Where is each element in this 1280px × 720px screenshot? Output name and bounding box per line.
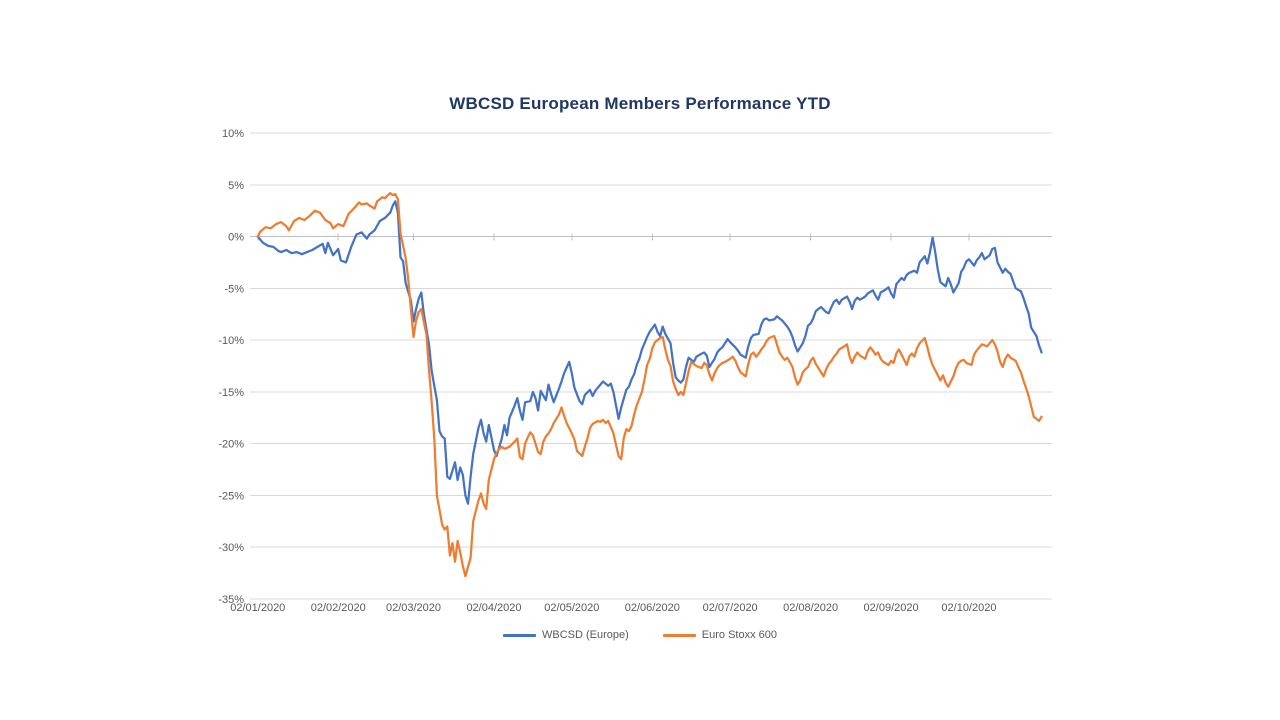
- x-axis-tick-label: 02/03/2020: [386, 602, 441, 614]
- y-axis-tick-label: -15%: [218, 387, 244, 399]
- x-axis-tick-label: 02/01/2020: [230, 602, 285, 614]
- x-axis-tick-label: 02/04/2020: [466, 602, 521, 614]
- legend-line-swatch-wbcsd: [502, 633, 536, 637]
- legend-line-swatch-euro-stoxx: [662, 633, 696, 637]
- x-axis-tick-label: 02/08/2020: [783, 602, 838, 614]
- y-axis-tick-label: -10%: [218, 335, 244, 347]
- legend-label-euro-stoxx: Euro Stoxx 600: [701, 629, 777, 641]
- legend-item-euro-stoxx: Euro Stoxx 600: [662, 629, 777, 641]
- y-axis-tick-label: -35%: [218, 594, 244, 606]
- y-axis-tick-label: 10%: [222, 128, 244, 140]
- y-axis-tick-label: -30%: [218, 542, 244, 554]
- series-line-wbcsd-europe: [256, 200, 1043, 505]
- y-axis-tick-label: -20%: [218, 439, 244, 451]
- legend-item-wbcsd: WBCSD (Europe): [502, 629, 629, 641]
- chart-legend: WBCSD (Europe) Euro Stoxx 600: [0, 627, 1280, 643]
- x-axis-tick-label: 02/06/2020: [625, 602, 680, 614]
- y-axis-tick-label: 0%: [228, 232, 244, 244]
- x-axis-tick-label: 02/07/2020: [703, 602, 758, 614]
- x-axis-tick-label: 02/10/2020: [941, 602, 996, 614]
- y-axis-tick-label: -5%: [224, 283, 244, 295]
- legend-label-wbcsd: WBCSD (Europe): [541, 629, 629, 641]
- series-line-euro-stoxx-600: [256, 191, 1043, 578]
- y-axis-tick-label: 5%: [228, 180, 244, 192]
- chart-title: WBCSD European Members Performance YTD: [449, 94, 831, 113]
- x-axis-tick-label: 02/09/2020: [864, 602, 919, 614]
- x-axis-tick-label: 02/05/2020: [544, 602, 599, 614]
- y-axis-tick-label: -25%: [218, 490, 244, 502]
- x-axis-tick-label: 02/02/2020: [311, 602, 366, 614]
